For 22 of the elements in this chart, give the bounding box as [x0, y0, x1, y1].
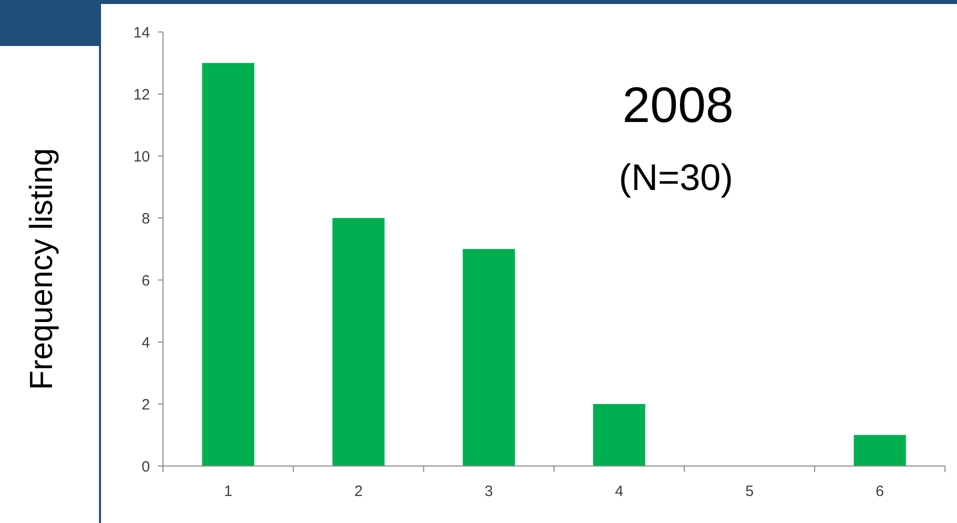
y-tick-label: 6 [142, 272, 150, 290]
bar [462, 249, 515, 466]
text: 2008 [622, 77, 734, 133]
bar [593, 404, 646, 466]
x-tick-label: 3 [484, 483, 494, 500]
x-tick-label: 4 [614, 483, 624, 500]
y-tick-label: 2 [142, 396, 150, 414]
text: (N=30) [618, 157, 734, 198]
y-tick-label: 0 [142, 458, 150, 476]
y-tick-label: 8 [142, 210, 150, 228]
x-tick-label: 5 [745, 483, 754, 500]
x-tick-label: 2 [354, 483, 363, 500]
x-tick-label: 1 [224, 483, 232, 500]
bar [854, 435, 906, 466]
y-tick-label: 10 [133, 148, 150, 166]
y-tick-label: 14 [133, 24, 150, 42]
y-tick-label: 12 [133, 86, 150, 104]
bar [202, 63, 254, 466]
bar [332, 218, 385, 466]
y-tick-label: 4 [142, 334, 150, 352]
x-tick-label: 6 [876, 483, 884, 500]
y-axis-title: Frequency listing [23, 148, 59, 390]
